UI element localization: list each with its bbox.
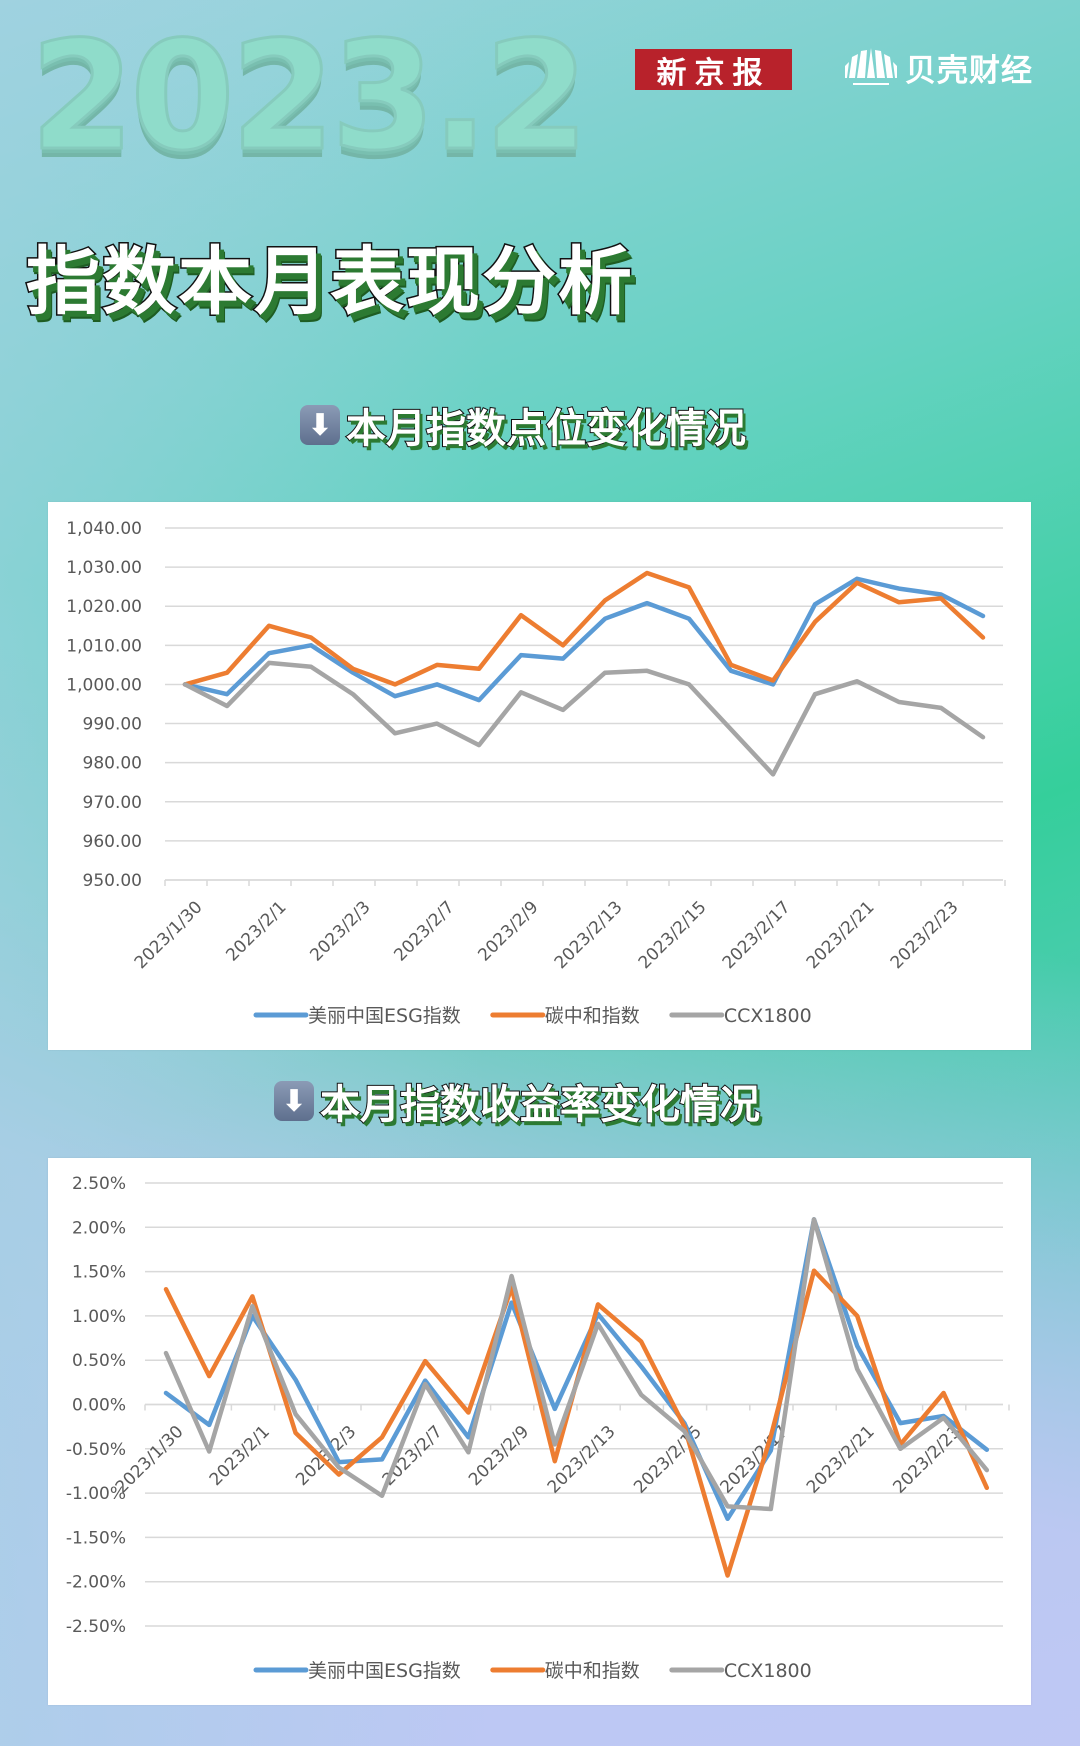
x-tick-label: 2023/2/7 [390,897,458,965]
legend-label: 碳中和指数 [545,1005,640,1027]
x-tick-label: 2023/1/30 [131,897,207,973]
y-tick-label: 1,030.00 [66,558,142,578]
chart-card-index-points: 1,040.00 1,030.00 1,020.00 1,010.00 1,000.00… [48,502,1031,1050]
x-tick-label: 2023/2/15 [635,897,711,973]
y-tick-label: 1,010.00 [66,636,142,656]
y-tick-label: -1.50% [66,1528,126,1548]
section-title-points: ⬇ 本月指数点位变化情况 [300,396,747,454]
section-title-points-text: 本月指数点位变化情况 [345,405,747,453]
x-tick-label: 2023/2/1 [222,897,290,965]
legend-label: CCX1800 [724,1660,812,1682]
x-tick-label: 2023/2/3 [292,1422,360,1490]
y-tick-label: -2.00% [66,1573,126,1593]
year-label: 2023.2 [29,10,591,184]
x-tick-label: 2023/2/9 [474,897,542,965]
x-tick-label: 2023/2/13 [551,897,627,973]
section-title-returns: ⬇ 本月指数收益率变化情况 [274,1072,761,1130]
chart-card-index-returns: 2.50% 2.00% 1.50% 1.00% 0.50% 0.00% -0.50% -1.0… [48,1158,1031,1705]
x-tick-label: 2023/2/17 [719,897,795,973]
series-line [163,1217,990,1512]
legend-label: CCX1800 [724,1005,812,1027]
legend-label: 美丽中国ESG指数 [308,1005,461,1027]
down-arrow-icon: ⬇ [274,1081,314,1121]
y-tick-label: 1.50% [72,1263,126,1283]
y-tick-label: 970.00 [83,793,142,813]
xinjingbao-logo-text: 新京报 [656,55,771,91]
beike-caijing-logo: 贝壳财经 [843,44,1033,90]
index-returns-line-chart: 2.50% 2.00% 1.50% 1.00% 0.50% 0.00% -0.50% -1.0… [66,1174,1010,1682]
y-tick-label: 1,000.00 [66,675,142,695]
y-tick-label: 2.00% [72,1218,126,1238]
y-tick-label: 2.50% [72,1174,126,1194]
xinjingbao-logo: 新京报 [635,49,792,91]
y-tick-label: 990.00 [83,715,142,735]
x-tick-label: 2023/2/21 [803,1422,879,1498]
legend-label: 美丽中国ESG指数 [308,1660,461,1682]
legend-label: 碳中和指数 [545,1660,640,1682]
series-line [182,576,986,703]
x-tick-label: 2023/2/23 [887,897,963,973]
y-tick-label: -2.50% [66,1617,126,1637]
down-arrow-icon: ⬇ [300,405,340,445]
x-tick-label: 2023/2/3 [306,897,374,965]
y-tick-label: 0.50% [72,1351,126,1371]
section-title-returns-text: 本月指数收益率变化情况 [319,1081,761,1129]
x-tick-label: 2023/2/21 [803,897,879,973]
y-tick-label: 960.00 [83,832,142,852]
series-line [163,1217,990,1522]
shell-icon [845,48,897,85]
y-tick-label: -0.50% [66,1440,126,1460]
series-line [182,660,986,777]
y-tick-label: 0.00% [72,1396,126,1416]
y-tick-label: 1.00% [72,1307,126,1327]
index-points-line-chart: 1,040.00 1,030.00 1,020.00 1,010.00 1,000.00… [66,519,1006,1027]
y-tick-label: 950.00 [83,871,142,891]
series-line [182,570,986,687]
y-tick-label: 1,040.00 [66,519,142,539]
beike-caijing-logo-text: 贝壳财经 [905,52,1033,89]
y-tick-label: -1.00% [66,1484,126,1504]
y-tick-label: 980.00 [83,754,142,774]
page-title: 指数本月表现分析 [25,238,634,327]
y-tick-label: 1,020.00 [66,597,142,617]
